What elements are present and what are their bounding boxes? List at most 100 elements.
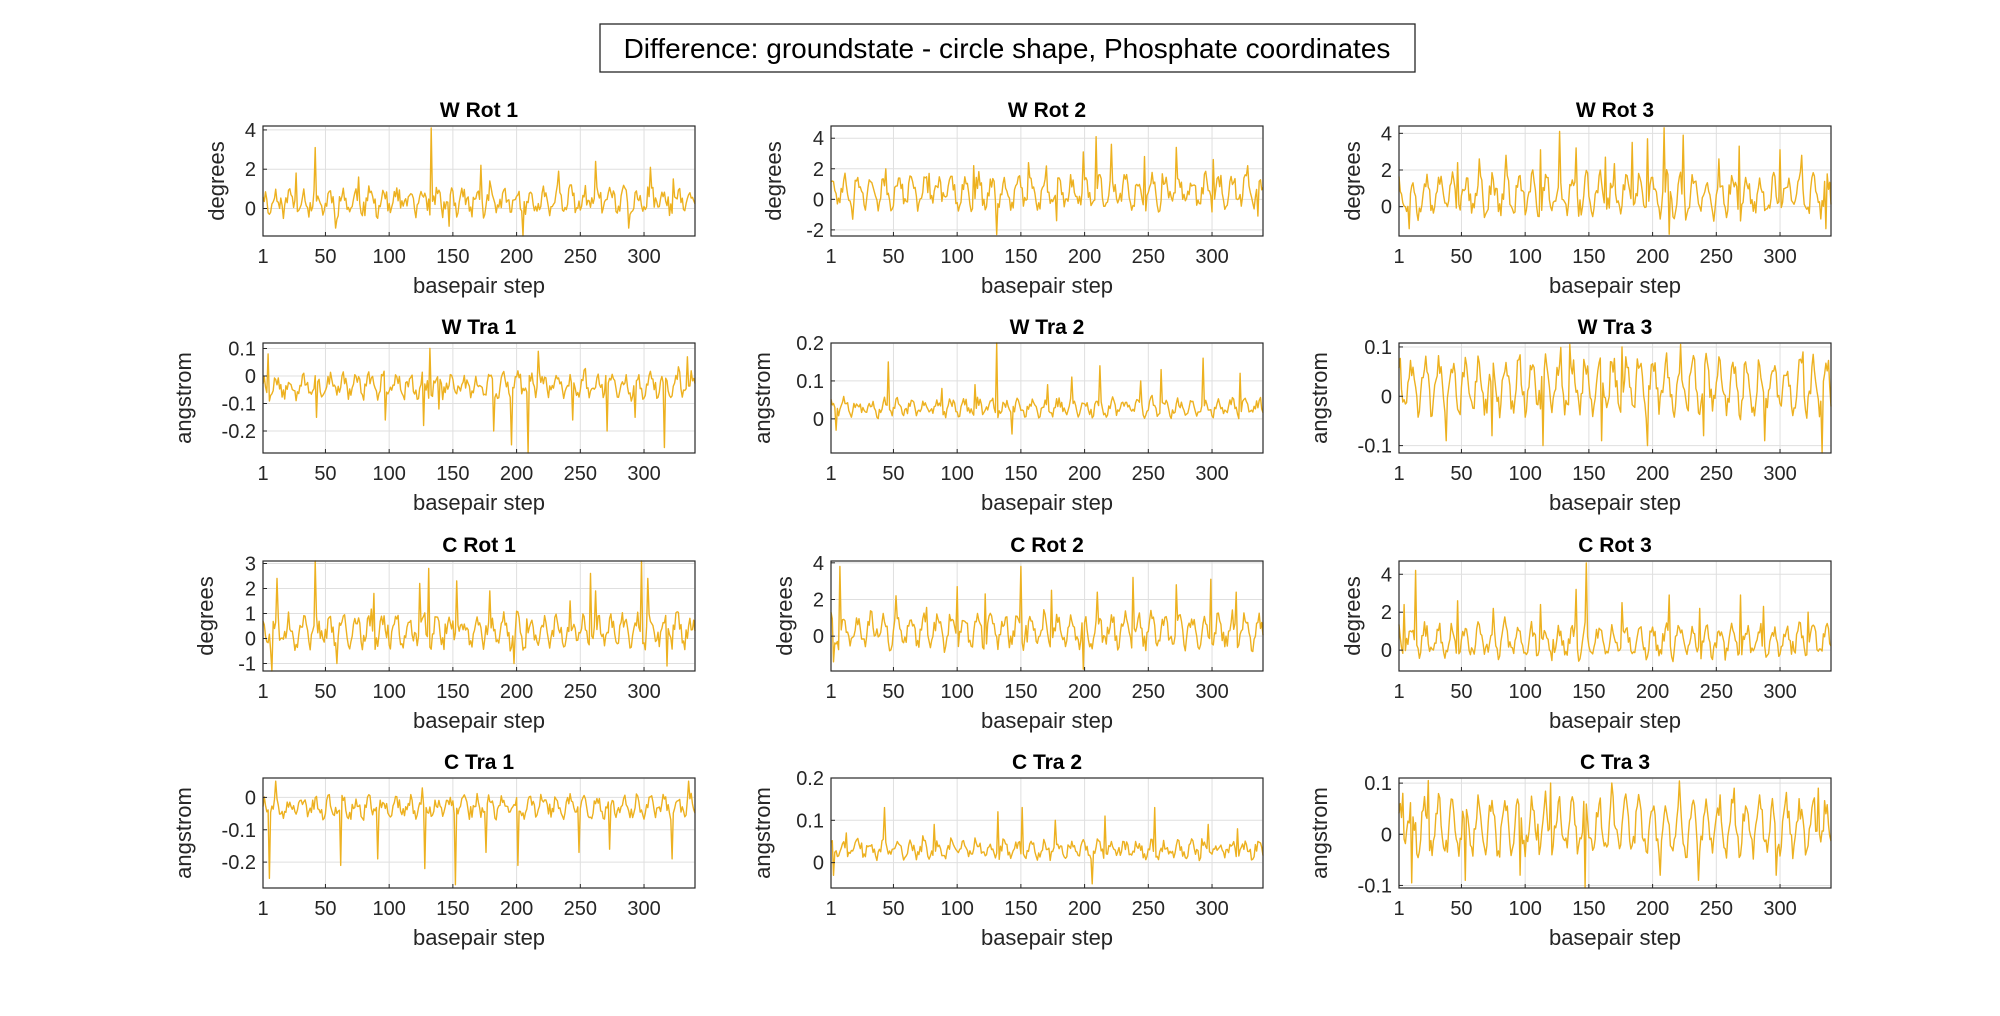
y-axis-label: degrees: [1340, 576, 1365, 656]
x-tick-label: 100: [1508, 898, 1541, 920]
y-tick-label: -0.1: [1358, 875, 1392, 897]
subplot-title: C Rot 3: [1578, 534, 1652, 557]
x-tick-label: 250: [564, 898, 597, 920]
subplot-title: W Tra 1: [442, 316, 517, 339]
x-tick-label: 200: [1068, 463, 1101, 485]
x-tick-label: 1: [825, 246, 836, 268]
axes-border: [262, 125, 696, 237]
y-tick-label: 0: [1381, 824, 1392, 846]
y-axis-label: angstrom: [750, 352, 775, 444]
y-tick-label: 2: [245, 159, 256, 181]
x-tick-label: 300: [1195, 463, 1228, 485]
x-tick-label: 300: [627, 463, 660, 485]
x-tick-label: 100: [940, 463, 973, 485]
x-tick-label: 200: [1636, 898, 1669, 920]
y-tick-label: 4: [813, 553, 824, 575]
x-tick-label: 200: [500, 246, 533, 268]
x-tick-label: 50: [1450, 246, 1472, 268]
series-line: [830, 806, 1264, 885]
subplot-title: W Tra 3: [1578, 316, 1653, 339]
axes-border: [830, 560, 1264, 672]
subplot-title: C Tra 2: [1012, 751, 1082, 774]
y-tick-label: 0: [1381, 640, 1392, 662]
y-tick-label: 1: [245, 604, 256, 626]
series-line: [262, 560, 696, 672]
x-tick-label: 150: [1004, 898, 1037, 920]
y-tick-label: 0: [813, 409, 824, 431]
x-axis-label: basepair step: [413, 925, 545, 950]
x-tick-label: 250: [1132, 463, 1165, 485]
x-tick-label: 150: [1004, 246, 1037, 268]
x-tick-label: 50: [314, 246, 336, 268]
x-tick-label: 250: [1700, 898, 1733, 920]
y-tick-label: -2: [806, 220, 824, 242]
series-line: [262, 780, 696, 886]
y-tick-label: 0.1: [1364, 773, 1392, 795]
x-axis-label: basepair step: [981, 490, 1113, 515]
x-tick-label: 100: [372, 463, 405, 485]
x-tick-label: 1: [257, 463, 268, 485]
x-tick-label: 300: [1195, 898, 1228, 920]
x-axis-label: basepair step: [1549, 708, 1681, 733]
subplot-w-tra-1: 1 50 100 150 200 250 300-0.2-0.100.1W Tra 1bas…: [171, 316, 696, 515]
y-tick-label: 4: [245, 120, 256, 142]
x-tick-label: 1: [1393, 463, 1404, 485]
x-tick-label: 250: [564, 681, 597, 703]
x-tick-label: 150: [1572, 246, 1605, 268]
y-axis-label: degrees: [1340, 141, 1365, 221]
axes-border: [830, 342, 1264, 454]
axes-border: [1398, 342, 1832, 454]
y-tick-label: -0.1: [222, 394, 256, 416]
series-line: [1398, 562, 1832, 663]
x-tick-label: 100: [372, 681, 405, 703]
x-tick-label: 150: [1572, 898, 1605, 920]
subplot-c-tra-1: 1 50 100 150 200 250 300-0.2-0.10C Tra 1basepa…: [171, 751, 696, 950]
x-tick-label: 100: [1508, 681, 1541, 703]
x-tick-label: 200: [1068, 681, 1101, 703]
axes-frame: [830, 560, 1264, 672]
x-tick-label: 50: [882, 681, 904, 703]
subplot-title: C Tra 3: [1580, 751, 1650, 774]
x-tick-label: 150: [436, 246, 469, 268]
y-tick-label: 4: [1381, 564, 1392, 586]
x-tick-label: 100: [372, 898, 405, 920]
x-tick-label: 100: [940, 681, 973, 703]
subplot-title: C Rot 2: [1010, 534, 1084, 557]
x-tick-label: 150: [1004, 681, 1037, 703]
x-tick-label: 300: [627, 681, 660, 703]
axes-border: [262, 560, 696, 672]
x-tick-label: 50: [882, 898, 904, 920]
subplot-title: W Rot 2: [1008, 99, 1086, 122]
y-tick-label: 0.1: [228, 339, 256, 361]
y-tick-label: 0: [1381, 197, 1392, 219]
x-tick-label: 200: [1636, 246, 1669, 268]
x-tick-label: 250: [564, 246, 597, 268]
axes-frame: [262, 560, 696, 672]
x-tick-label: 200: [500, 463, 533, 485]
y-tick-label: -0.2: [222, 421, 256, 443]
y-tick-label: -0.2: [222, 852, 256, 874]
y-tick-label: 0.1: [796, 371, 824, 393]
subplot-title: C Tra 1: [444, 751, 514, 774]
x-axis-label: basepair step: [413, 708, 545, 733]
y-tick-label: 0: [813, 189, 824, 211]
y-tick-label: 0.1: [796, 810, 824, 832]
y-tick-label: -0.1: [222, 820, 256, 842]
y-tick-label: 2: [1381, 160, 1392, 182]
x-tick-label: 1: [1393, 898, 1404, 920]
x-tick-label: 300: [627, 246, 660, 268]
x-tick-label: 1: [1393, 246, 1404, 268]
axes-frame: [830, 777, 1264, 889]
x-tick-label: 100: [372, 246, 405, 268]
x-axis-label: basepair step: [413, 273, 545, 298]
axes-border: [830, 125, 1264, 237]
x-tick-label: 200: [1068, 898, 1101, 920]
axes-border: [1398, 560, 1832, 672]
